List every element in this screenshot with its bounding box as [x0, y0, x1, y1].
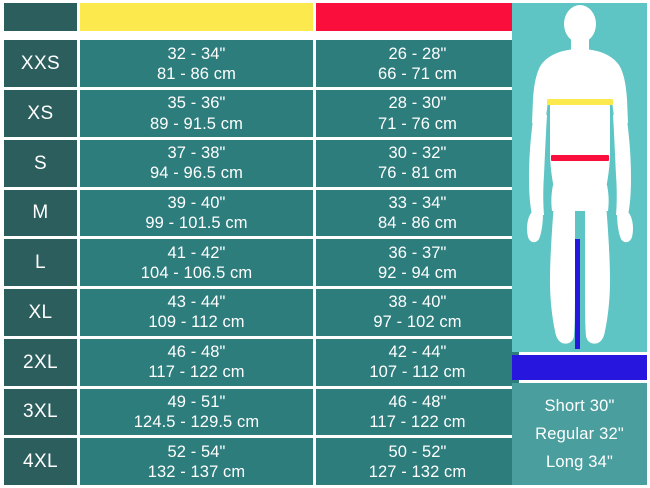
- size-label-cell: 2XL: [4, 338, 77, 386]
- size-table-area: XXS 32 - 34" 81 - 86 cm 26 - 28" 66 - 71 cm X…: [4, 3, 519, 485]
- waist-measurement-line: [551, 155, 609, 161]
- waist-inches: 28 - 30": [388, 94, 447, 113]
- size-label-cell: XL: [4, 289, 77, 336]
- waist-inches: 42 - 44": [388, 343, 447, 362]
- chest-measurement-cell: 37 - 38" 94 - 96.5 cm: [80, 139, 313, 187]
- inseam-measurement-line: [575, 239, 580, 349]
- chest-cm: 109 - 112 cm: [148, 313, 245, 332]
- inseam-option: Regular 32": [535, 424, 624, 443]
- chest-measurement-cell: 52 - 54" 132 - 137 cm: [80, 438, 313, 485]
- size-label-cell: XS: [4, 90, 77, 137]
- inseam-accent-bar: [512, 355, 647, 380]
- waist-cm: 117 - 122 cm: [369, 412, 466, 431]
- size-label-cell: 4XL: [4, 438, 77, 485]
- waist-cm: 107 - 112 cm: [369, 363, 466, 382]
- chest-inches: 35 - 36": [167, 94, 226, 113]
- chest-measurement-cell: 41 - 42" 104 - 106.5 cm: [80, 239, 313, 287]
- waist-measurement-cell: 38 - 40" 97 - 102 cm: [316, 289, 519, 336]
- waist-measurement-cell: 28 - 30" 71 - 76 cm: [316, 90, 519, 137]
- chest-inches: 43 - 44": [167, 293, 226, 312]
- chest-inches: 39 - 40": [167, 193, 226, 212]
- chest-cm: 99 - 101.5 cm: [145, 213, 248, 232]
- waist-measurement-cell: 26 - 28" 66 - 71 cm: [316, 40, 519, 88]
- size-label-cell: S: [4, 139, 77, 187]
- waist-cm: 71 - 76 cm: [378, 114, 457, 133]
- waist-measurement-cell: 46 - 48" 117 - 122 cm: [316, 388, 519, 436]
- waist-inches: 33 - 34": [388, 193, 447, 212]
- waist-inches: 36 - 37": [388, 243, 447, 262]
- chest-measurement-cell: 39 - 40" 99 - 101.5 cm: [80, 189, 313, 237]
- chest-inches: 41 - 42": [167, 243, 226, 262]
- waist-cm: 76 - 81 cm: [378, 164, 457, 183]
- chest-measurement-cell: 35 - 36" 89 - 91.5 cm: [80, 90, 313, 137]
- body-figure-panel: [512, 3, 647, 352]
- size-table: XXS 32 - 34" 81 - 86 cm 26 - 28" 66 - 71 cm X…: [4, 3, 519, 485]
- size-label-cell: 3XL: [4, 388, 77, 436]
- waist-cm: 97 - 102 cm: [373, 313, 462, 332]
- inseam-option: Short 30": [544, 396, 615, 415]
- size-label-cell: L: [4, 239, 77, 287]
- chest-cm: 132 - 137 cm: [147, 462, 246, 481]
- table-header-chest-column: [80, 3, 313, 31]
- chest-inches: 32 - 34": [167, 44, 226, 63]
- chest-cm: 94 - 96.5 cm: [150, 164, 243, 183]
- waist-measurement-cell: 33 - 34" 84 - 86 cm: [316, 189, 519, 237]
- waist-inches: 26 - 28": [388, 44, 447, 63]
- chest-inches: 49 - 51": [167, 392, 226, 411]
- waist-measurement-cell: 42 - 44" 107 - 112 cm: [316, 338, 519, 386]
- waist-measurement-cell: 36 - 37" 92 - 94 cm: [316, 239, 519, 287]
- chest-inches: 37 - 38": [167, 144, 226, 163]
- chest-measurement-cell: 49 - 51" 124.5 - 129.5 cm: [80, 388, 313, 436]
- size-label-cell: XXS: [4, 40, 77, 88]
- chest-measurement-cell: 43 - 44" 109 - 112 cm: [80, 289, 313, 336]
- waist-cm: 127 - 132 cm: [368, 462, 467, 481]
- waist-cm: 84 - 86 cm: [378, 213, 457, 232]
- chest-inches: 46 - 48": [167, 343, 226, 362]
- inseam-options-panel: Short 30" Regular 32" Long 34": [512, 383, 647, 485]
- waist-cm: 92 - 94 cm: [378, 263, 457, 282]
- waist-inches: 50 - 52": [388, 442, 447, 461]
- chest-measurement-cell: 32 - 34" 81 - 86 cm: [80, 40, 313, 88]
- chest-cm: 81 - 86 cm: [157, 64, 236, 83]
- chest-cm: 89 - 91.5 cm: [150, 114, 243, 133]
- inseam-option: Long 34": [545, 452, 614, 471]
- waist-inches: 38 - 40": [388, 293, 447, 312]
- chest-measurement-cell: 46 - 48" 117 - 122 cm: [80, 338, 313, 386]
- table-header-size-column: [4, 3, 77, 31]
- male-body-silhouette-icon: [527, 5, 633, 344]
- chest-measurement-line: [547, 99, 613, 105]
- chest-inches: 52 - 54": [167, 442, 226, 461]
- chest-cm: 104 - 106.5 cm: [140, 263, 253, 282]
- waist-inches: 46 - 48": [388, 392, 447, 411]
- waist-cm: 66 - 71 cm: [378, 64, 457, 83]
- chest-cm: 124.5 - 129.5 cm: [133, 412, 260, 431]
- chest-cm: 117 - 122 cm: [148, 363, 245, 382]
- size-label-cell: M: [4, 189, 77, 237]
- table-header-waist-column: [316, 3, 519, 31]
- waist-measurement-cell: 50 - 52" 127 - 132 cm: [316, 438, 519, 485]
- waist-inches: 30 - 32": [388, 144, 447, 163]
- waist-measurement-cell: 30 - 32" 76 - 81 cm: [316, 139, 519, 187]
